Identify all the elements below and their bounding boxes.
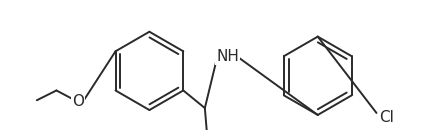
Text: Cl: Cl: [379, 110, 394, 125]
Text: O: O: [72, 94, 84, 109]
Text: NH: NH: [216, 49, 239, 64]
